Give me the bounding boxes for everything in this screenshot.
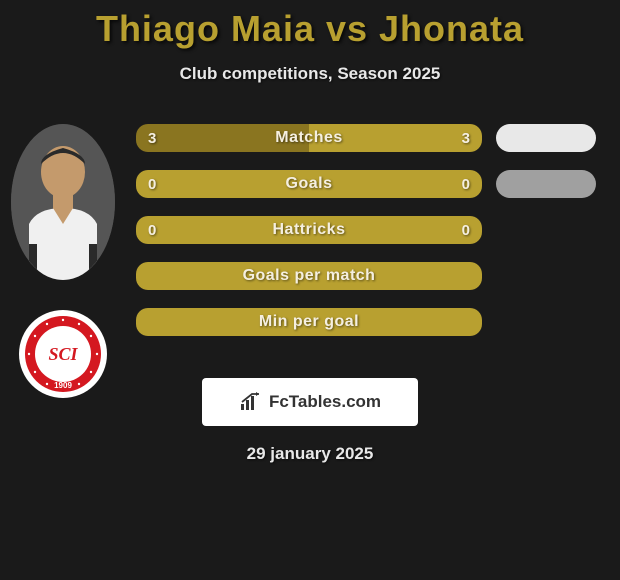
chart-icon xyxy=(239,392,263,412)
player-column: SCI 1909 xyxy=(8,124,118,398)
stats-bars: 3 Matches 3 0 Goals 0 0 Hattricks 0 Goals per mat… xyxy=(136,124,600,336)
stat-label: Min per goal xyxy=(259,313,359,331)
subtitle: Club competitions, Season 2025 xyxy=(0,64,620,84)
stat-bar: Goals per match xyxy=(136,262,482,290)
stat-right-value: 3 xyxy=(462,130,470,147)
stat-label: Goals per match xyxy=(243,267,376,285)
stat-bar: Min per goal xyxy=(136,308,482,336)
date-text: 29 january 2025 xyxy=(0,444,620,464)
stat-left-value: 0 xyxy=(148,222,156,239)
stat-label: Matches xyxy=(275,129,343,147)
stat-row: 0 Goals 0 xyxy=(136,170,600,198)
stat-bar: 3 Matches 3 xyxy=(136,124,482,152)
stat-label: Goals xyxy=(286,175,333,193)
stat-right-value: 0 xyxy=(462,176,470,193)
stat-right-value: 0 xyxy=(462,222,470,239)
stat-pill xyxy=(496,124,596,152)
title-text: Thiago Maia vs Jhonata xyxy=(96,8,524,49)
stat-pill xyxy=(496,170,596,198)
page-title: Thiago Maia vs Jhonata xyxy=(0,0,620,50)
stat-row: Min per goal xyxy=(136,308,600,336)
stat-row: 0 Hattricks 0 xyxy=(136,216,600,244)
avatar-placeholder-icon xyxy=(11,124,115,280)
content-area: SCI 1909 3Matches30Goals00Hattricks0Goal… xyxy=(0,124,620,336)
stat-label: Hattricks xyxy=(273,221,346,239)
club-badge: SCI 1909 xyxy=(19,310,107,398)
svg-text:1909: 1909 xyxy=(54,381,72,390)
player-avatar xyxy=(11,124,115,280)
stat-left-value: 0 xyxy=(148,176,156,193)
site-logo-text: FcTables.com xyxy=(269,392,381,412)
club-badge-icon: SCI 1909 xyxy=(19,310,107,398)
site-logo: FcTables.com xyxy=(202,378,418,426)
stat-bar: 0 Goals 0 xyxy=(136,170,482,198)
stat-bar: 0 Hattricks 0 xyxy=(136,216,482,244)
svg-text:SCI: SCI xyxy=(48,344,78,364)
stat-left-value: 3 xyxy=(148,130,156,147)
stat-row: 3 Matches 3 xyxy=(136,124,600,152)
stat-row: Goals per match xyxy=(136,262,600,290)
